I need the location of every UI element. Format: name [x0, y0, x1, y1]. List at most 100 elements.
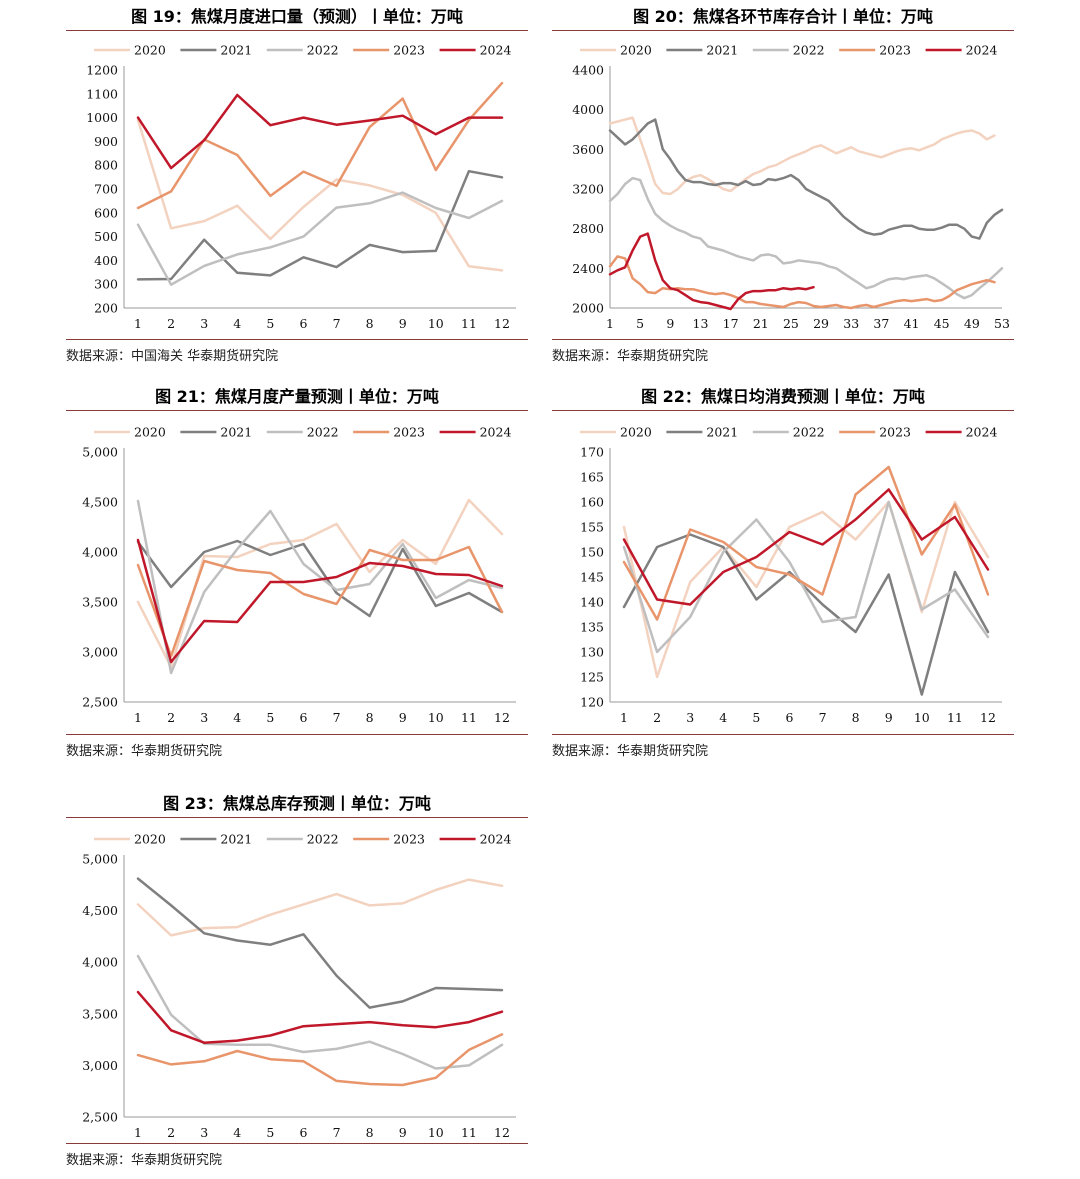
y-tick-label: 1100	[86, 86, 118, 101]
series-line-2020	[622, 500, 990, 679]
x-tick-label: 11	[461, 1125, 477, 1140]
x-tick-label: 12	[494, 1125, 510, 1140]
y-tick-label: 3,500	[82, 595, 118, 610]
legend-label-2024: 2024	[480, 832, 512, 847]
y-tick-label: 3,000	[82, 1058, 118, 1073]
x-tick-label: 5	[266, 1125, 274, 1140]
y-tick-label: 1000	[86, 110, 118, 125]
y-tick-label: 2,500	[82, 1110, 118, 1125]
x-tick-label: 6	[299, 1125, 307, 1140]
y-tick-label: 165	[580, 470, 604, 485]
series-line-2021	[136, 539, 504, 618]
x-tick-label: 3	[686, 710, 694, 725]
y-tick-label: 600	[94, 205, 118, 220]
legend-label-2021: 2021	[706, 43, 738, 58]
x-tick-label: 1	[134, 1125, 142, 1140]
x-tick-label: 2	[167, 316, 175, 331]
top-rule	[66, 410, 528, 411]
legend: 2020 2021 2022 2023 2024	[580, 425, 997, 440]
x-tick-label: 10	[428, 316, 444, 331]
x-tick-label: 4	[233, 1125, 241, 1140]
y-tick-label: 120	[580, 695, 604, 710]
x-tick-label: 41	[904, 316, 920, 331]
x-tick-label: 1	[134, 316, 142, 331]
x-tick-label: 1	[134, 710, 142, 725]
legend-label-2024: 2024	[966, 43, 998, 58]
chart-fig23: 2020 2021 2022 2023 2024 2,500 3,000 3,500 4,000…	[82, 832, 516, 1140]
x-tick-label: 9	[666, 316, 674, 331]
y-tick-label: 5,000	[82, 445, 118, 460]
legend-label-2023: 2023	[879, 425, 911, 440]
series-line-2024	[136, 93, 504, 170]
legend-label-2024: 2024	[480, 43, 512, 58]
x-tick-label: 9	[399, 710, 407, 725]
x-tick-label: 2	[653, 710, 661, 725]
y-tick-label: 700	[94, 182, 118, 197]
x-tick-label: 21	[753, 316, 769, 331]
series-line-2023	[136, 545, 504, 658]
legend-label-2020: 2020	[134, 43, 166, 58]
x-tick-label: 33	[843, 316, 859, 331]
series-line-2022	[608, 176, 1004, 300]
legend-label-2021: 2021	[220, 43, 252, 58]
x-tick-label: 1	[606, 316, 614, 331]
chart-panel-fig23: 图 23：焦煤总库存预测丨单位：万吨 2020 2021 2022 2023 2024 2…	[66, 793, 528, 1173]
x-tick-label: 8	[852, 710, 860, 725]
chart-panel-fig22: 图 22：焦煤日均消费预测丨单位：万吨 2020 2021 2022 2023 2024…	[552, 386, 1014, 761]
legend-label-2022: 2022	[307, 832, 339, 847]
x-tick-label: 10	[428, 710, 444, 725]
series-line-2023	[136, 1033, 504, 1087]
y-tick-label: 400	[94, 253, 118, 268]
y-tick-label: 500	[94, 229, 118, 244]
chart-fig22: 2020 2021 2022 2023 202412012513013514014515…	[580, 425, 1002, 725]
x-tick-label: 9	[885, 710, 893, 725]
legend-label-2022: 2022	[307, 425, 339, 440]
y-tick-label: 130	[580, 645, 604, 660]
x-tick-label: 11	[947, 710, 963, 725]
source-note: 数据来源：华泰期货研究院	[552, 349, 709, 364]
series-line-2022	[136, 954, 504, 1070]
chart-title: 图 20：焦煤各环节库存合计丨单位：万吨	[633, 7, 933, 26]
legend-label-2021: 2021	[220, 425, 252, 440]
x-tick-label: 13	[693, 316, 709, 331]
chart-title: 图 21：焦煤月度产量预测丨单位：万吨	[155, 387, 439, 406]
y-tick-label: 4,500	[82, 495, 118, 510]
y-tick-label: 4,000	[82, 955, 118, 970]
y-tick-label: 5,000	[82, 852, 118, 867]
legend-label-2022: 2022	[793, 425, 825, 440]
legend-label-2020: 2020	[620, 425, 652, 440]
chart-title: 图 22：焦煤日均消费预测丨单位：万吨	[641, 387, 925, 406]
y-tick-label: 2400	[572, 261, 604, 276]
y-tick-label: 4400	[572, 63, 604, 78]
series-line-2021	[136, 877, 504, 1009]
y-tick-label: 4,000	[82, 545, 118, 560]
legend-label-2021: 2021	[706, 425, 738, 440]
series-line-2020	[608, 116, 996, 196]
x-tick-label: 17	[723, 316, 739, 331]
chart-panel-fig19: 图 19：焦煤月度进口量（预测）丨单位：万吨 2020 2021 2022 2023 2…	[66, 6, 528, 366]
x-tick-label: 11	[461, 710, 477, 725]
y-tick-label: 4000	[572, 102, 604, 117]
y-tick-label: 2000	[572, 301, 604, 316]
x-tick-label: 49	[964, 316, 980, 331]
x-tick-label: 4	[719, 710, 727, 725]
x-tick-label: 45	[934, 316, 950, 331]
series-line-2022	[622, 500, 990, 654]
source-note: 数据来源：华泰期货研究院	[66, 1153, 223, 1168]
x-tick-label: 7	[819, 710, 827, 725]
legend-label-2023: 2023	[879, 43, 911, 58]
x-tick-label: 12	[980, 710, 996, 725]
x-tick-label: 10	[914, 710, 930, 725]
chart-fig21: 2020 2021 2022 2023 2024 2,500 3,000 3,500 4,000…	[82, 425, 516, 725]
y-tick-label: 140	[580, 595, 604, 610]
top-rule	[552, 410, 1014, 411]
series-line-2023	[136, 81, 504, 210]
series-line-2024	[136, 990, 504, 1044]
legend: 2020 2021 2022 2023 2024	[94, 425, 511, 440]
series-line-2020	[136, 878, 504, 937]
legend-label-2023: 2023	[393, 832, 425, 847]
chart-title: 图 19：焦煤月度进口量（预测）丨单位：万吨	[131, 7, 463, 26]
legend-label-2024: 2024	[966, 425, 998, 440]
bottom-rule	[66, 339, 528, 340]
x-tick-label: 9	[399, 316, 407, 331]
